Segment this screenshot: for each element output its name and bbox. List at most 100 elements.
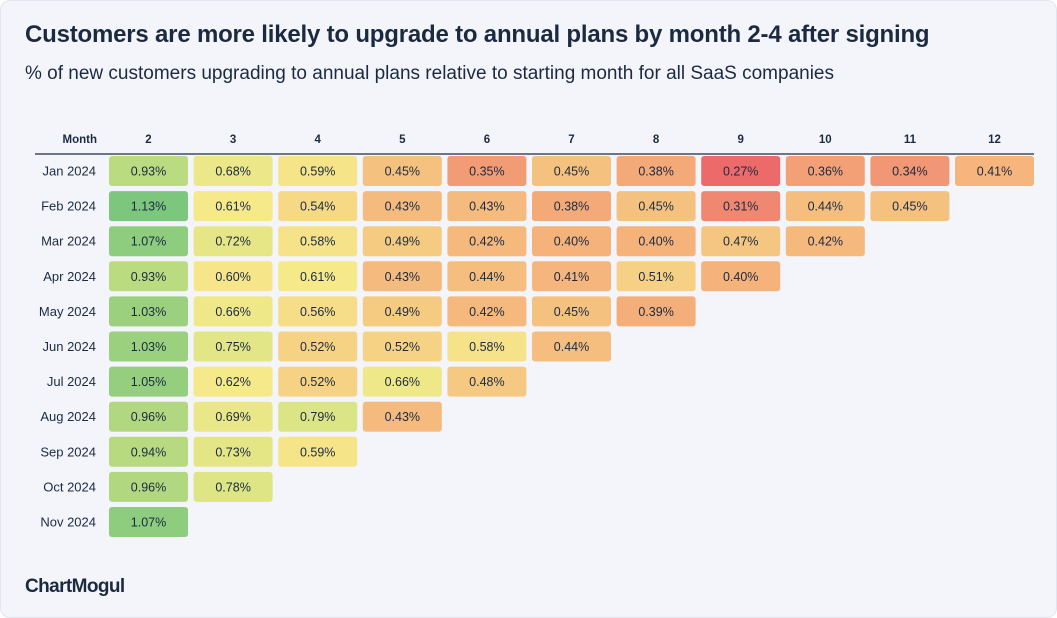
heatmap-cell [532,226,611,257]
heatmap-cell [362,226,442,257]
heatmap-cell [701,191,781,222]
cell-value-label: 0.45% [554,165,589,179]
chart-subtitle: % of new customers upgrading to annual p… [25,63,835,84]
column-header-12: 12 [988,134,1001,146]
heatmap-cell [362,261,442,292]
column-header-3: 3 [230,134,236,146]
row-label: Nov 2024 [40,515,96,530]
heatmap-cell [109,191,188,222]
cell-value-label: 0.42% [808,235,843,249]
cell-value-label: 0.45% [892,200,927,214]
cell-value-label: 0.31% [723,200,758,214]
heatmap-cell [870,191,950,222]
heatmap-cell [532,331,611,362]
cell-value-label: 0.59% [300,165,335,179]
heatmap-cell [362,296,442,327]
cell-value-label: 0.68% [215,165,250,179]
cell-value-label: 0.40% [723,270,758,284]
row-label: May 2024 [39,304,96,319]
heatmap-cell [193,436,273,467]
column-header-8: 8 [653,134,660,146]
cell-value-label: 0.93% [131,165,166,179]
heatmap-cell [362,191,442,222]
cell-value-label: 0.49% [385,305,420,319]
cell-value-label: 0.39% [638,305,673,319]
heatmap-cell [616,261,696,292]
cell-value-label: 0.44% [808,200,843,214]
row-label: Oct 2024 [43,479,96,494]
cell-value-label: 0.52% [300,375,335,389]
cell-value-label: 0.43% [385,410,420,424]
heatmap-cell [701,156,781,186]
cell-value-label: 0.96% [131,410,166,424]
cell-value-label: 0.73% [215,445,250,459]
cell-value-label: 0.54% [300,200,335,214]
heatmap-chart: Month 2 3 4 5 6 7 8 9 10 11 12 Jan 2024 0.93% 0.68% 0.5… [35,134,1034,537]
cell-value-label: 0.94% [131,445,166,459]
cell-value-label: 0.58% [300,235,335,249]
heatmap-cell [447,226,527,257]
cell-value-label: 0.48% [469,375,504,389]
heatmap-cell [278,401,358,432]
heatmap-cell [616,296,696,327]
chart-title: Customers are more likely to upgrade to … [25,21,930,48]
cell-value-label: 0.75% [215,340,250,354]
cell-value-label: 1.03% [131,305,166,319]
column-header-7: 7 [568,134,574,146]
cell-value-label: 1.07% [131,516,166,530]
cell-value-label: 0.61% [300,270,335,284]
heatmap-cell [532,261,611,292]
heatmap-cell [785,226,865,257]
cell-value-label: 0.61% [215,200,250,214]
row-label: Jan 2024 [43,164,97,179]
heatmap-cell [701,261,781,292]
heatmap-cell [109,401,188,432]
heatmap-cell [109,436,188,467]
cell-value-label: 0.51% [638,270,673,284]
cell-value-label: 0.45% [385,165,420,179]
heatmap-cell [362,366,442,397]
heatmap-cell [701,226,781,257]
row-label: Jun 2024 [43,339,97,354]
cell-value-label: 0.27% [723,165,758,179]
heatmap-cell [447,191,527,222]
row-label: Sep 2024 [40,444,96,459]
heatmap-cell [616,156,696,186]
cell-value-label: 0.42% [469,305,504,319]
heatmap-cell [109,331,188,362]
heatmap-cell [193,191,273,222]
heatmap-cell [278,436,358,467]
heatmap-cell [109,296,188,327]
heatmap-cell [785,156,865,186]
heatmap-cell [278,366,358,397]
cell-value-label: 0.41% [977,165,1012,179]
column-header-9: 9 [737,134,743,146]
cell-value-label: 0.43% [385,270,420,284]
heatmap-cell [447,296,527,327]
heatmap-cell [278,191,358,222]
column-header-11: 11 [904,134,917,146]
cell-value-label: 0.72% [215,235,250,249]
cell-value-label: 0.47% [723,235,758,249]
heatmap-cell [193,471,273,502]
column-header-6: 6 [484,134,490,146]
heatmap-cell [955,156,1034,186]
heatmap-cell [109,261,188,292]
cell-value-label: 0.44% [554,340,589,354]
cell-value-label: 0.49% [385,235,420,249]
heatmap-cell [193,401,273,432]
cell-value-label: 0.93% [131,270,166,284]
heatmap-cell [362,331,442,362]
cell-value-label: 0.52% [385,340,420,354]
heatmap-cell [278,331,358,362]
cell-value-label: 0.34% [892,165,927,179]
heatmap-cell [278,296,358,327]
heatmap-cell [532,191,611,222]
cell-value-label: 0.43% [385,200,420,214]
heatmap-cell [447,331,527,362]
heatmap-cell [362,156,442,186]
cell-value-label: 0.58% [469,340,504,354]
cell-value-label: 0.56% [300,305,335,319]
heatmap-cell [109,156,188,186]
column-header-2: 2 [145,134,151,146]
